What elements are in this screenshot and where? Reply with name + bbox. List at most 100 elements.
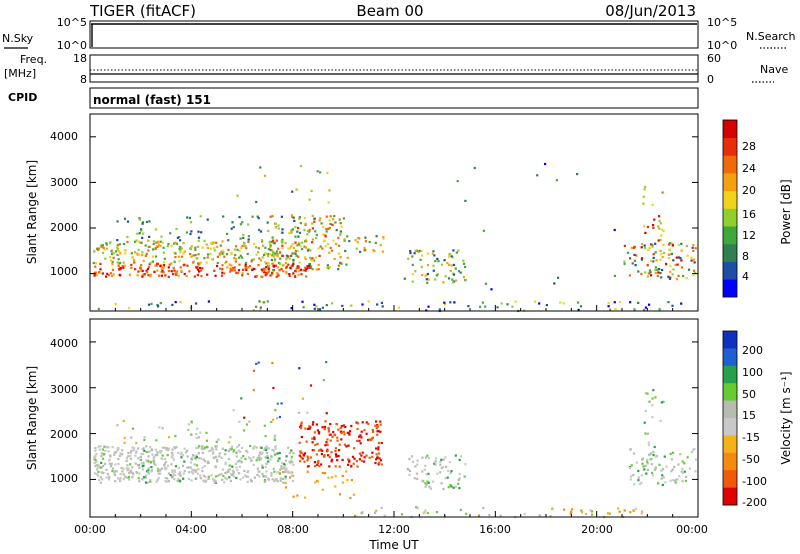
velocity-cell	[306, 411, 309, 414]
velocity-cell	[267, 447, 270, 450]
velocity-cell	[147, 467, 150, 470]
velocity-cell	[309, 456, 312, 459]
power-cell	[285, 272, 288, 275]
power-cell	[449, 270, 452, 273]
power-cell	[251, 215, 254, 218]
power-cell	[140, 264, 143, 267]
velocity-cell	[301, 397, 304, 400]
velocity-cell	[186, 455, 189, 458]
power-cell	[140, 228, 143, 231]
power-cell	[364, 240, 367, 243]
velocity-cell	[265, 462, 268, 465]
power-cell	[210, 258, 214, 261]
power-cell	[259, 166, 262, 169]
velocity-cell	[447, 486, 450, 489]
power-cell	[232, 226, 235, 229]
power-y-tick-label: 4000	[50, 130, 78, 143]
velocity-cell	[204, 479, 207, 482]
velocity-cell	[96, 463, 99, 466]
power-cell	[254, 267, 257, 271]
velocity-cell	[360, 454, 363, 457]
velocity-cell	[187, 428, 190, 431]
velocity-cell	[464, 463, 467, 466]
power-cell	[298, 231, 302, 234]
power-cell	[328, 219, 331, 222]
velocity-cell	[122, 467, 125, 470]
power-cell	[178, 259, 181, 262]
power-cell	[661, 228, 664, 231]
velocity-cell	[646, 432, 649, 435]
velocity-cell	[224, 477, 227, 480]
power-cell	[175, 270, 178, 273]
power-cell	[198, 270, 201, 273]
power-cell	[420, 265, 423, 268]
power-colorbar-tick: 20	[742, 184, 756, 197]
power-cell	[340, 225, 343, 228]
velocity-cell	[323, 428, 326, 431]
power-cell	[170, 244, 173, 247]
velocity-cell	[350, 465, 353, 468]
velocity-cell	[408, 469, 412, 472]
velocity-cell	[365, 421, 368, 424]
power-cell	[464, 265, 467, 268]
power-cell	[434, 278, 437, 281]
velocity-cell	[374, 424, 377, 427]
velocity-cell	[440, 466, 443, 469]
power-cell	[322, 225, 325, 228]
velocity-cell	[124, 475, 127, 478]
velocity-colorbar-swatch	[723, 418, 737, 436]
velocity-cell	[630, 475, 633, 478]
power-cell	[149, 275, 152, 278]
power-cell	[671, 273, 674, 276]
power-cell	[110, 274, 114, 277]
power-cell	[177, 274, 180, 277]
power-cell	[332, 218, 335, 221]
velocity-cell	[458, 477, 461, 480]
velocity-cell	[191, 468, 194, 471]
velocity-cell	[368, 456, 371, 459]
power-cell	[653, 218, 656, 221]
power-cell	[170, 262, 173, 265]
velocity-cell	[261, 464, 264, 467]
power-cell	[262, 244, 265, 247]
power-cell	[111, 260, 114, 264]
velocity-cell	[279, 477, 282, 480]
velocity-cell	[270, 455, 273, 459]
velocity-cell	[299, 450, 302, 453]
velocity-cell	[275, 478, 279, 481]
power-cell	[629, 257, 632, 260]
power-cell	[206, 273, 209, 276]
velocity-cell	[412, 460, 415, 463]
power-cell	[206, 246, 209, 249]
velocity-cell	[330, 451, 333, 454]
velocity-cell	[334, 475, 337, 478]
velocity-cell	[349, 430, 352, 433]
velocity-cell	[378, 461, 381, 464]
velocity-cell	[654, 455, 658, 458]
velocity-cell	[283, 466, 286, 469]
power-cell	[142, 232, 145, 235]
power-cell	[145, 269, 148, 272]
velocity-colorbar-tick: -200	[742, 496, 767, 509]
velocity-cell	[676, 478, 679, 481]
velocity-cell	[256, 456, 259, 460]
velocity-cell	[264, 475, 267, 478]
power-cell	[258, 300, 261, 303]
velocity-cell	[212, 451, 215, 454]
power-cell	[685, 277, 688, 280]
power-cell	[305, 267, 308, 271]
power-cell	[162, 271, 165, 274]
velocity-cell	[116, 447, 119, 451]
power-cell	[311, 257, 314, 260]
velocity-cell	[145, 459, 148, 462]
power-cell	[333, 257, 336, 261]
power-cell	[419, 258, 422, 261]
power-cell	[218, 252, 221, 255]
velocity-cell	[354, 514, 357, 517]
power-cell	[338, 218, 341, 221]
power-cell	[104, 257, 107, 260]
velocity-cell	[123, 436, 126, 439]
power-cell	[169, 232, 172, 235]
power-cell	[650, 243, 653, 246]
velocity-cell	[346, 431, 349, 434]
